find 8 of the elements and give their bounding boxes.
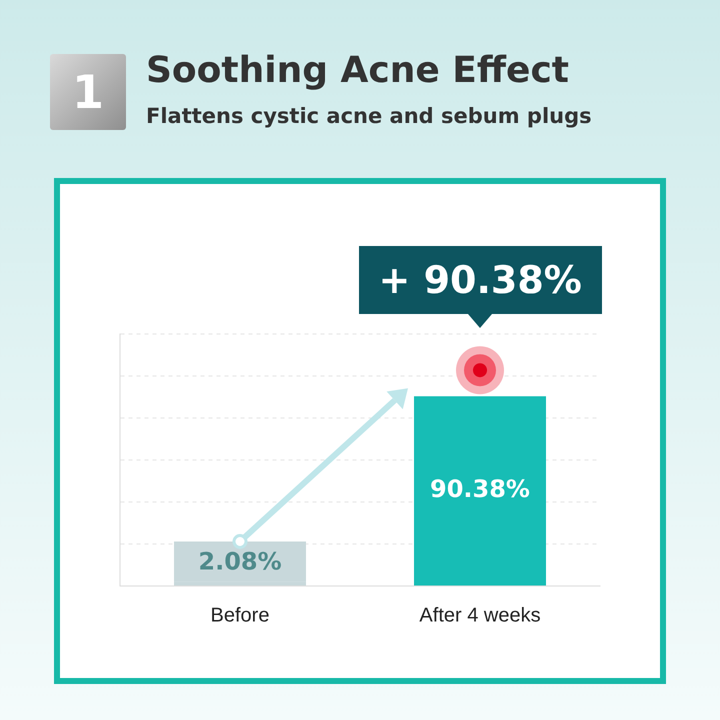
chart-subtitle: Flattens cystic acne and sebum plugs	[146, 104, 592, 128]
x-tick-label: Before	[210, 604, 270, 627]
annotation: + 90.38%	[358, 246, 602, 314]
badge-square: 1	[50, 54, 126, 130]
data-label: 90.38%	[430, 475, 530, 504]
data-label: 2.08%	[198, 548, 282, 576]
chart-title: Soothing Acne Effect	[146, 50, 569, 91]
x-tick-label: After 4 weeks	[419, 604, 541, 627]
